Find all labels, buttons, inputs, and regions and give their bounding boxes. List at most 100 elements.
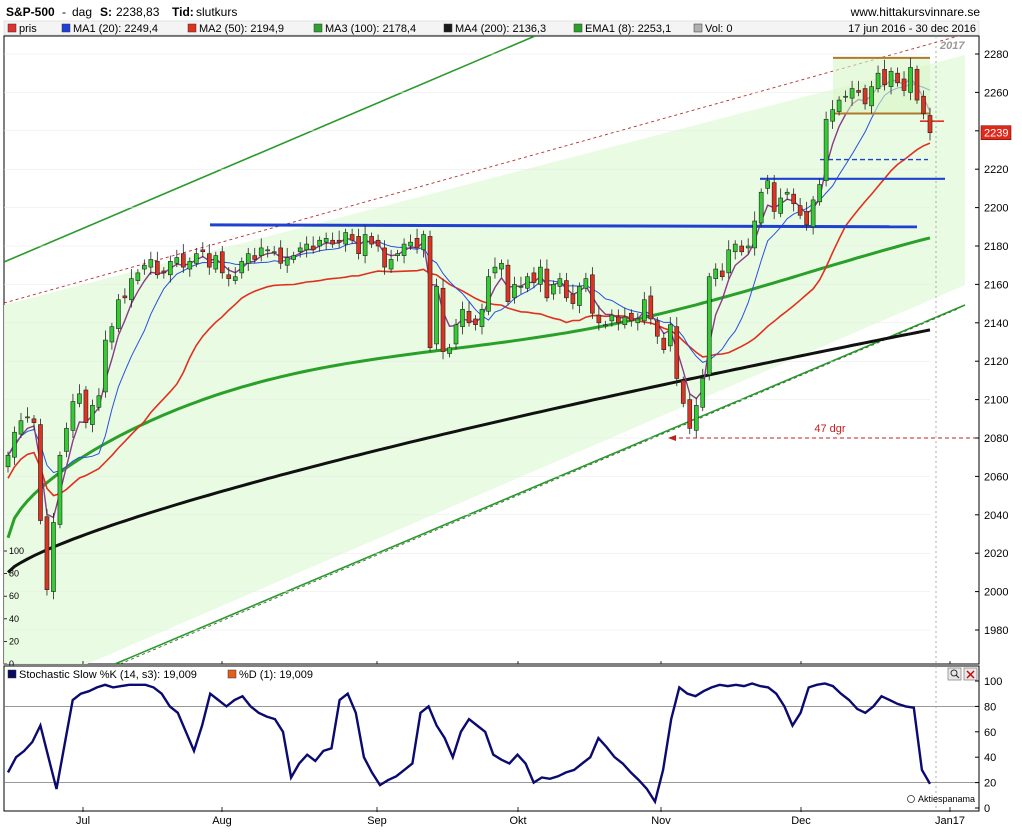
candle-body <box>245 253 251 264</box>
candle-body <box>784 191 790 195</box>
candle-body <box>447 347 452 354</box>
candle-body <box>317 239 322 247</box>
candle-body <box>278 247 284 264</box>
candle-body <box>343 232 348 245</box>
candle-body <box>577 286 582 306</box>
candle-body <box>96 395 102 408</box>
candle-body <box>271 251 277 254</box>
zoom-icon[interactable] <box>947 667 962 681</box>
close-value: 2238,83 <box>116 5 160 19</box>
stochastic-legend-label: %D (1): 19,009 <box>239 669 313 681</box>
symbol-label: S&P-500 <box>6 5 55 19</box>
legend-swatch <box>693 23 703 33</box>
candle-body <box>875 72 881 89</box>
candle-body <box>804 211 809 226</box>
candle-body <box>239 261 245 274</box>
main-plot-area: 47 dgr 2017 <box>4 36 978 664</box>
legend-label: MA2 (50): 2194,9 <box>199 23 284 35</box>
close-icon[interactable] <box>963 667 978 681</box>
candle-body <box>531 272 537 283</box>
candle-body <box>168 261 173 276</box>
legend-label: EMA1 (8): 2253,1 <box>585 23 671 35</box>
legend-label: MA1 (20): 2249,4 <box>73 23 158 35</box>
upper-channel-line <box>4 36 536 263</box>
price-tick-label: 2160 <box>984 279 1008 291</box>
candle-body <box>142 264 147 270</box>
candle-body <box>200 249 206 253</box>
candle-body <box>583 278 589 289</box>
candle-body <box>726 249 732 274</box>
price-tick-label: 2120 <box>984 356 1008 368</box>
candle-body <box>213 255 219 270</box>
stochastic-axis: 0 20 40 60 80 100 <box>975 676 1002 815</box>
copyright-icon <box>907 795 915 803</box>
candle-body <box>310 245 316 251</box>
stochastic-legend: Stochastic Slow %K (14, s3): 19,009 %D (1… <box>7 669 313 681</box>
candle-body <box>83 389 89 423</box>
candle-body <box>486 276 491 312</box>
candle-body <box>700 378 706 408</box>
stochastic-tick-label: 60 <box>984 727 996 739</box>
candle-body <box>122 295 128 299</box>
date-label: Jan17 <box>935 815 965 827</box>
volume-tick-label: 80 <box>9 569 19 579</box>
candle-body <box>661 337 667 350</box>
candle-body <box>895 72 900 84</box>
candle-body <box>758 191 764 224</box>
candle-body <box>492 266 498 274</box>
close-caption: S: <box>100 5 112 19</box>
price-tick-label: 2080 <box>984 433 1008 445</box>
candle-body <box>732 243 738 253</box>
candle-body <box>375 239 381 247</box>
legend-label: MA3 (100): 2178,4 <box>325 23 416 35</box>
stochastic-plot-area <box>4 682 979 805</box>
candle-body <box>453 324 459 345</box>
candle-body <box>901 78 907 91</box>
candle-body <box>382 247 387 268</box>
stochastic-legend-swatch <box>227 669 237 679</box>
ma50-line <box>7 142 931 497</box>
candle-body <box>284 257 290 266</box>
time-value: slutkurs <box>196 5 237 19</box>
dash-sep: - <box>62 5 66 19</box>
candle-body <box>116 299 121 329</box>
price-tick-label: 2220 <box>984 164 1008 176</box>
price-badge-bg <box>980 125 1012 141</box>
price-tick-label: 2280 <box>984 49 1008 61</box>
header: S&P-500 - dag S: 2238,83 Tid: slutkurs w… <box>6 5 980 19</box>
candle-body <box>771 182 777 212</box>
candle-body <box>323 238 329 243</box>
candle-body <box>148 259 154 268</box>
lower-channel-line <box>114 304 966 664</box>
candle-body <box>362 234 368 256</box>
candle-body <box>765 180 770 189</box>
trend-channel-fill <box>4 55 965 664</box>
candle-body <box>180 253 186 268</box>
candle-body <box>369 236 374 245</box>
candle-body <box>466 310 472 324</box>
price-tick-label: 2020 <box>984 548 1008 560</box>
date-label: Aug <box>212 815 232 827</box>
legend-swatch <box>443 23 453 33</box>
time-caption: Tid: <box>172 5 194 19</box>
candle-body <box>129 278 134 301</box>
date-label: Jul <box>76 815 90 827</box>
price-tick-label: 2060 <box>984 471 1008 483</box>
candle-body <box>219 251 225 274</box>
candle-body <box>557 278 563 287</box>
candle-body <box>706 276 712 375</box>
legend-swatch <box>7 23 17 33</box>
year-label: 2017 <box>939 40 965 52</box>
candle-body <box>258 247 264 256</box>
date-range: 17 jun 2016 - 30 dec 2016 <box>848 23 976 35</box>
candle-body <box>843 95 848 98</box>
candle-body <box>408 241 413 247</box>
candle-body <box>193 253 199 264</box>
price-tick-label: 2180 <box>984 241 1008 253</box>
resistance-line <box>209 223 918 229</box>
candle-body <box>674 326 680 379</box>
candle-body <box>206 253 212 268</box>
price-tick-label: 2140 <box>984 318 1008 330</box>
candle-body <box>882 69 887 86</box>
